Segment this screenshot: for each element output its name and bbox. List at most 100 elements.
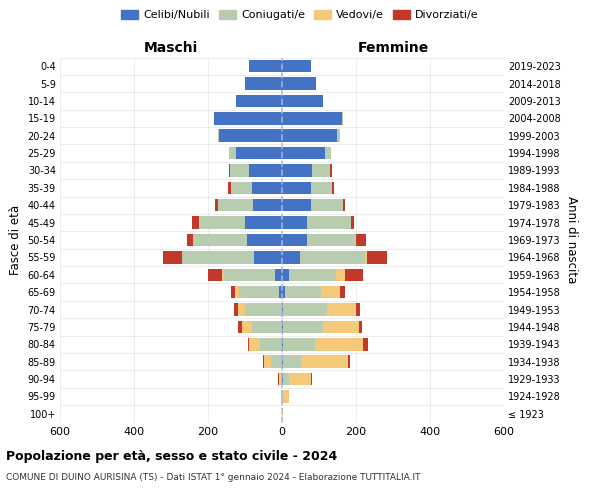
Bar [348, 356, 350, 368]
Bar [356, 304, 361, 316]
Bar [311, 199, 343, 211]
Bar [253, 199, 282, 211]
Bar [271, 356, 282, 368]
Bar [187, 234, 193, 246]
Bar [282, 130, 337, 142]
Bar [229, 147, 236, 160]
Bar [300, 251, 365, 264]
Bar [249, 60, 282, 72]
Bar [282, 147, 325, 160]
Bar [236, 147, 282, 160]
Bar [316, 338, 362, 350]
Bar [230, 164, 250, 176]
Bar [321, 286, 340, 298]
Bar [283, 338, 316, 350]
Bar [345, 268, 362, 281]
Bar [337, 130, 340, 142]
Text: Popolazione per età, sesso e stato civile - 2024: Popolazione per età, sesso e stato civil… [6, 450, 337, 463]
Bar [282, 268, 289, 281]
Bar [362, 338, 368, 350]
Bar [254, 251, 282, 264]
Bar [242, 320, 253, 333]
Bar [250, 338, 260, 350]
Bar [182, 251, 254, 264]
Bar [282, 304, 283, 316]
Bar [282, 216, 307, 229]
Bar [282, 320, 283, 333]
Bar [359, 320, 362, 333]
Bar [253, 182, 282, 194]
Bar [236, 94, 282, 107]
Bar [192, 216, 199, 229]
Bar [231, 286, 235, 298]
Bar [275, 268, 282, 281]
Bar [218, 130, 219, 142]
Bar [282, 373, 283, 386]
Bar [330, 164, 332, 176]
Bar [214, 112, 282, 124]
Bar [250, 164, 282, 176]
Bar [282, 251, 300, 264]
Bar [282, 182, 311, 194]
Bar [283, 320, 323, 333]
Bar [245, 216, 282, 229]
Bar [224, 268, 275, 281]
Y-axis label: Fasce di età: Fasce di età [9, 205, 22, 275]
Bar [238, 320, 242, 333]
Bar [365, 251, 367, 264]
Bar [342, 112, 343, 124]
Bar [340, 286, 345, 298]
Bar [248, 338, 250, 350]
Bar [289, 268, 336, 281]
Bar [229, 164, 230, 176]
Bar [208, 268, 223, 281]
Bar [245, 304, 282, 316]
Bar [313, 164, 330, 176]
Bar [301, 356, 348, 368]
Bar [282, 234, 307, 246]
Bar [253, 320, 282, 333]
Text: COMUNE DI DUINO AURISINA (TS) - Dati ISTAT 1° gennaio 2024 - Elaborazione TUTTIT: COMUNE DI DUINO AURISINA (TS) - Dati IST… [6, 472, 421, 482]
Bar [247, 234, 282, 246]
Bar [336, 268, 345, 281]
Bar [351, 216, 354, 229]
Bar [223, 268, 224, 281]
Bar [239, 286, 279, 298]
Bar [282, 60, 311, 72]
Bar [283, 356, 301, 368]
Bar [282, 164, 313, 176]
Bar [229, 182, 231, 194]
Bar [307, 234, 355, 246]
Bar [235, 286, 239, 298]
Bar [343, 199, 345, 211]
Bar [260, 338, 282, 350]
Bar [219, 130, 282, 142]
Bar [193, 234, 247, 246]
Bar [355, 234, 356, 246]
Bar [234, 304, 238, 316]
Y-axis label: Anni di nascita: Anni di nascita [565, 196, 578, 284]
Bar [215, 199, 218, 211]
Bar [282, 199, 311, 211]
Bar [231, 182, 253, 194]
Bar [332, 182, 334, 194]
Bar [279, 286, 282, 298]
Text: Femmine: Femmine [358, 41, 428, 55]
Bar [282, 94, 323, 107]
Bar [281, 373, 282, 386]
Bar [238, 304, 245, 316]
Text: Maschi: Maschi [144, 41, 198, 55]
Bar [325, 147, 331, 160]
Bar [289, 373, 311, 386]
Bar [356, 234, 367, 246]
Bar [327, 304, 356, 316]
Bar [245, 78, 282, 90]
Bar [199, 216, 245, 229]
Bar [278, 373, 281, 386]
Bar [311, 182, 332, 194]
Legend: Celibi/Nubili, Coniugati/e, Vedovi/e, Divorziati/e: Celibi/Nubili, Coniugati/e, Vedovi/e, Di… [117, 6, 483, 25]
Bar [163, 251, 182, 264]
Bar [323, 320, 359, 333]
Bar [282, 390, 283, 402]
Bar [263, 356, 271, 368]
